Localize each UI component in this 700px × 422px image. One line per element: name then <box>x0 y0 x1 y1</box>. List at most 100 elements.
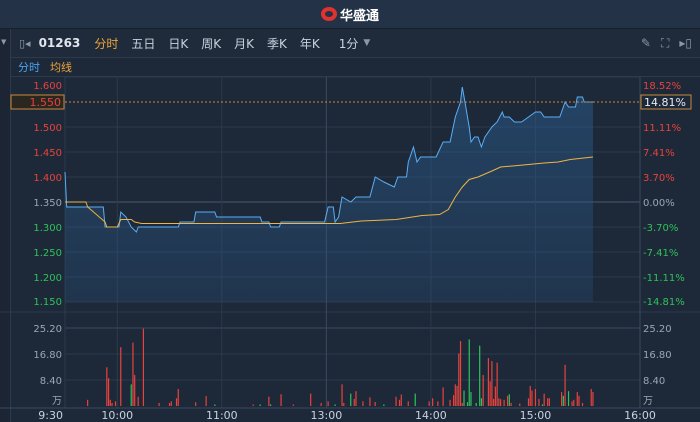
time-tick-label: 9:30 <box>38 409 63 422</box>
volume-bar <box>107 378 110 406</box>
volume-bar <box>482 375 484 406</box>
volume-bar <box>292 404 294 406</box>
exit-panel-icon[interactable]: ▸▯ <box>679 35 692 50</box>
percent-tick-label: -11.11% <box>643 273 685 284</box>
avg-line <box>65 156 594 228</box>
volume-bar <box>489 381 491 406</box>
volume-bar <box>355 391 357 406</box>
volume-bar <box>310 393 312 406</box>
price-tick-label: 1.300 <box>33 223 62 234</box>
volume-bar <box>414 393 416 406</box>
flame-logo-icon <box>320 7 337 21</box>
volume-bar <box>527 398 530 406</box>
volume-bar <box>106 367 108 406</box>
time-tick-label: 15:00 <box>520 409 552 422</box>
tab-monthly-k[interactable]: 月K <box>234 36 254 51</box>
time-tick-label: 10:00 <box>101 409 133 422</box>
volume-bar <box>407 401 409 406</box>
volume-bar <box>205 396 207 406</box>
volume-bar <box>114 401 117 406</box>
volume-bar <box>87 399 89 406</box>
fullscreen-icon[interactable]: ⛶ <box>660 35 670 50</box>
volume-bar <box>590 388 592 406</box>
volume-bar <box>529 385 531 406</box>
percent-tick-label: 0.00% <box>643 198 675 209</box>
volume-bar <box>571 401 573 406</box>
volume-bar <box>468 339 470 406</box>
volume-bar <box>134 375 136 406</box>
pencil-icon[interactable]: ✎ <box>640 35 651 50</box>
volume-bar <box>109 399 111 406</box>
volume-bar <box>573 399 575 406</box>
percent-tick-label: 3.70% <box>643 173 675 184</box>
volume-bar <box>463 390 465 406</box>
volume-bar <box>547 398 549 406</box>
tab-daily-k[interactable]: 日K <box>168 36 189 51</box>
volume-bar <box>111 402 113 406</box>
volume-tick-label-right: 16.80 <box>643 350 672 361</box>
brand-name: 华盛通 <box>339 8 379 24</box>
caret-down-icon[interactable]: ▼ <box>1 38 7 46</box>
legend-price-line[interactable]: 分时 <box>18 61 40 74</box>
tab-intraday[interactable]: 分时 <box>94 36 119 51</box>
volume-bar <box>428 401 430 406</box>
volume-bar <box>531 390 533 406</box>
volume-bar <box>456 385 458 406</box>
volume-bar <box>327 401 329 406</box>
volume-tick-label-right: 8.40 <box>643 376 665 387</box>
price-line <box>64 86 593 233</box>
volume-bar <box>268 396 270 406</box>
tab-five-day[interactable]: 五日 <box>131 36 156 51</box>
volume-bar <box>461 402 463 406</box>
price-tick-label: 1.250 <box>33 248 62 259</box>
tab-weekly-k[interactable]: 周K <box>201 36 222 51</box>
volume-bar <box>395 396 397 406</box>
volume-bar <box>592 392 594 406</box>
volume-bar <box>442 387 444 406</box>
volume-tick-label: 16.80 <box>33 350 62 361</box>
collapse-panel-icon[interactable]: ▯◂ <box>19 36 31 50</box>
volume-bar <box>454 384 456 406</box>
volume-bar <box>341 384 343 406</box>
volume-bar <box>259 404 261 406</box>
price-tick-label: 1.450 <box>33 148 62 159</box>
volume-bar <box>120 347 122 406</box>
volume-bar <box>567 391 570 406</box>
volume-bar <box>491 361 493 406</box>
chevron-down-icon[interactable]: ▼ <box>363 38 371 48</box>
volume-bar <box>130 384 132 406</box>
volume-bar <box>252 404 254 406</box>
volume-bar <box>369 397 371 406</box>
volume-bar <box>534 388 537 406</box>
volume-bar <box>343 402 345 406</box>
time-tick-label: 16:00 <box>624 409 656 422</box>
price-tick-label: 1.200 <box>33 273 62 284</box>
time-tick-label: 14:00 <box>415 409 447 422</box>
legend-avg-line[interactable]: 均线 <box>50 61 72 74</box>
volume-bar <box>452 395 455 406</box>
volume-bar <box>459 341 462 406</box>
tab-yearly-k[interactable]: 年K <box>299 36 320 51</box>
volume-bar <box>158 402 160 406</box>
interval-select[interactable]: 1分 <box>338 36 359 51</box>
volume-bar <box>479 345 481 406</box>
app-header: 华盛通 <box>0 0 700 29</box>
volume-bar <box>493 398 495 406</box>
volume-bar <box>449 399 451 406</box>
percent-tick-label: 7.41% <box>643 148 675 159</box>
volume-bar <box>175 398 178 406</box>
current-pct-label: 14.81% <box>644 96 686 109</box>
volume-unit-label-right: 万 <box>643 396 653 407</box>
volume-bar <box>480 398 483 406</box>
volume-bar <box>581 402 584 406</box>
price-tick-label: 1.500 <box>33 123 62 134</box>
labels: 1.600 1.500 1.450 1.400 1.350 1.300 1.250 1.200… <box>10 81 692 422</box>
volume-bar <box>353 398 355 406</box>
current-price-label: 1.550 <box>30 96 62 109</box>
tab-quarterly-k[interactable]: 季K <box>266 36 287 51</box>
volume-bar <box>498 398 500 406</box>
volume-bar <box>503 399 505 406</box>
volume-tick-label-right: 25.20 <box>643 324 672 335</box>
left-panel-strip[interactable]: ▼ <box>0 29 11 422</box>
volume-bar <box>170 401 172 406</box>
